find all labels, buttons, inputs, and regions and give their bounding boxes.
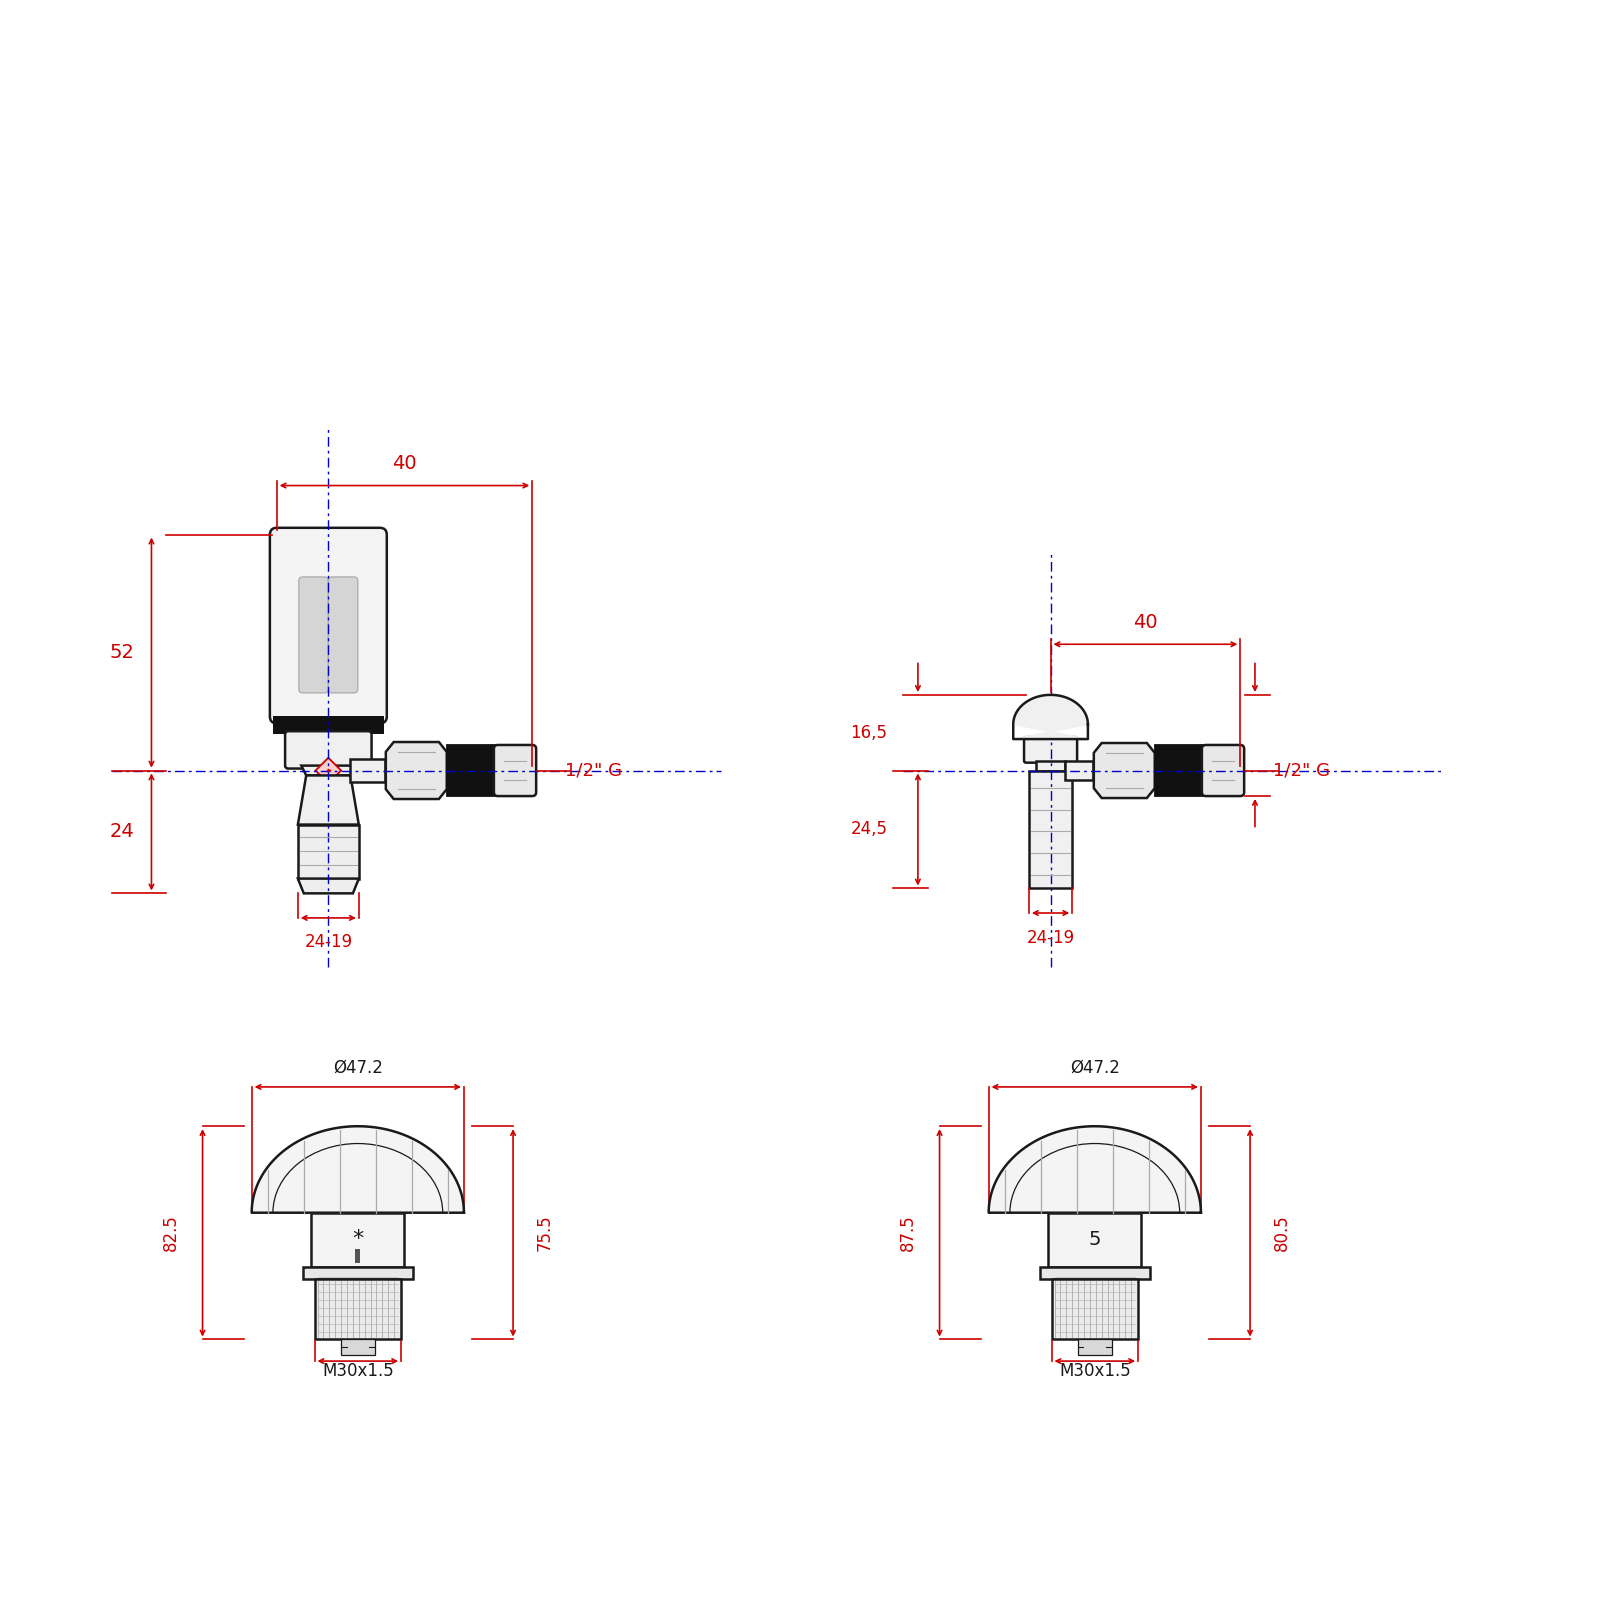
Text: 80.5: 80.5 bbox=[1272, 1214, 1291, 1251]
FancyBboxPatch shape bbox=[285, 731, 371, 768]
Text: *: * bbox=[352, 1229, 363, 1250]
Bar bbox=[1040, 1267, 1150, 1278]
Polygon shape bbox=[1013, 694, 1088, 739]
Text: 75.5: 75.5 bbox=[536, 1214, 554, 1251]
FancyBboxPatch shape bbox=[270, 528, 387, 723]
Text: 87.5: 87.5 bbox=[899, 1214, 917, 1251]
Polygon shape bbox=[251, 1126, 464, 1213]
Text: 24,5: 24,5 bbox=[850, 821, 888, 838]
Text: 40: 40 bbox=[392, 454, 418, 474]
Polygon shape bbox=[386, 742, 446, 798]
Text: 5: 5 bbox=[1088, 1230, 1101, 1248]
Text: M30x1.5: M30x1.5 bbox=[322, 1362, 394, 1379]
Polygon shape bbox=[989, 1126, 1202, 1213]
Polygon shape bbox=[1094, 742, 1155, 798]
Text: Ø47.2: Ø47.2 bbox=[333, 1058, 382, 1077]
FancyBboxPatch shape bbox=[299, 578, 328, 693]
Text: M30x1.5: M30x1.5 bbox=[1059, 1362, 1131, 1379]
Bar bbox=[310, 1213, 405, 1267]
Text: 24: 24 bbox=[110, 822, 134, 842]
FancyBboxPatch shape bbox=[494, 746, 536, 797]
FancyBboxPatch shape bbox=[1024, 738, 1077, 763]
Text: 24-19: 24-19 bbox=[1027, 928, 1075, 947]
Text: 16,5: 16,5 bbox=[850, 723, 888, 742]
Bar bbox=[1035, 760, 1066, 771]
Bar bbox=[350, 758, 386, 782]
Text: 1/2" G: 1/2" G bbox=[1272, 762, 1330, 779]
Text: 40: 40 bbox=[1133, 613, 1158, 632]
Bar bbox=[446, 746, 498, 797]
Bar bbox=[1077, 1339, 1112, 1355]
FancyBboxPatch shape bbox=[1202, 746, 1245, 797]
Text: 52: 52 bbox=[109, 643, 134, 662]
Bar bbox=[298, 824, 358, 878]
Text: 24-19: 24-19 bbox=[304, 933, 352, 952]
Bar bbox=[355, 1250, 360, 1262]
Text: Ø47.2: Ø47.2 bbox=[1070, 1058, 1120, 1077]
Bar bbox=[315, 1278, 402, 1339]
Text: 1/2" G: 1/2" G bbox=[565, 762, 622, 779]
Bar bbox=[1048, 1213, 1141, 1267]
Bar bbox=[1029, 771, 1072, 888]
Bar bbox=[1155, 746, 1206, 797]
Bar bbox=[341, 1339, 374, 1355]
Bar bbox=[1066, 760, 1093, 781]
Polygon shape bbox=[298, 776, 358, 824]
FancyBboxPatch shape bbox=[328, 578, 358, 693]
Bar bbox=[302, 1267, 413, 1278]
Polygon shape bbox=[301, 766, 355, 776]
Bar bbox=[1051, 1278, 1138, 1339]
Polygon shape bbox=[315, 758, 341, 784]
Polygon shape bbox=[298, 878, 358, 893]
Text: 82.5: 82.5 bbox=[162, 1214, 181, 1251]
Bar bbox=[274, 717, 384, 734]
